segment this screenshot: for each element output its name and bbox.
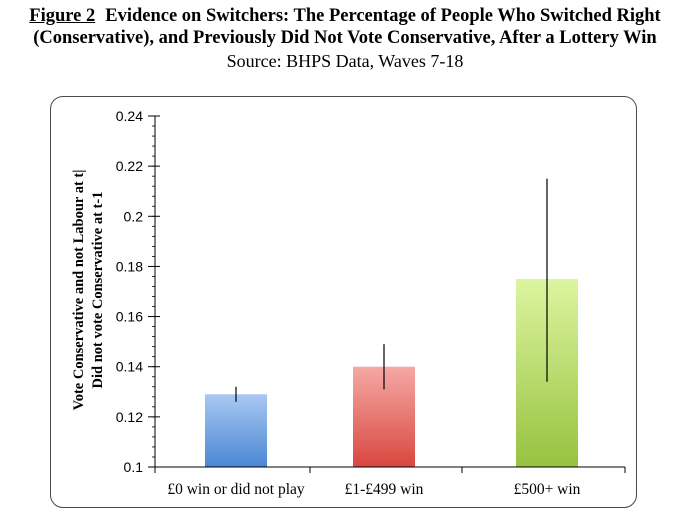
y-tick-label: 0.22 <box>116 158 143 174</box>
x-tick-label-1: £0 win or did not play <box>167 481 305 498</box>
y-tick-label: 0.24 <box>116 108 143 124</box>
y-axis-label-line-2: Did not vote Conservative at t-1 <box>90 192 106 389</box>
bar-1 <box>205 394 267 467</box>
figure-source: Source: BHPS Data, Waves 7-18 <box>226 51 464 71</box>
y-axis-label-line-1: Vote Conservative and not Labour at t| <box>71 170 87 411</box>
labels-layer: 0.1 0.12 0.14 0.16 0.18 0.2 0.22 0.24 £0 win or … <box>71 108 581 498</box>
y-tick-label: 0.16 <box>116 309 143 325</box>
figure-header: Figure 2 Evidence on Switchers: The Perce… <box>0 5 690 72</box>
axes-layer <box>148 115 626 473</box>
figure-title-line-1: Figure 2 Evidence on Switchers: The Perce… <box>0 5 690 27</box>
y-tick-label: 0.2 <box>124 208 144 224</box>
x-tick-label-3: £500+ win <box>514 481 581 498</box>
figure-title-text: Evidence on Switchers: The Percentage of… <box>105 6 661 26</box>
error-bars-layer <box>235 178 548 402</box>
figure-title-line-2: (Conservative), and Previously Did Not V… <box>33 28 657 48</box>
figure-label: Figure 2 <box>29 6 96 26</box>
x-tick-label-2: £1-£499 win <box>345 481 424 498</box>
bars-layer <box>205 278 578 467</box>
y-tick-label: 0.12 <box>116 409 143 425</box>
y-tick-label: 0.1 <box>124 459 144 475</box>
y-tick-label: 0.18 <box>116 258 143 274</box>
y-tick-label: 0.14 <box>116 359 143 375</box>
